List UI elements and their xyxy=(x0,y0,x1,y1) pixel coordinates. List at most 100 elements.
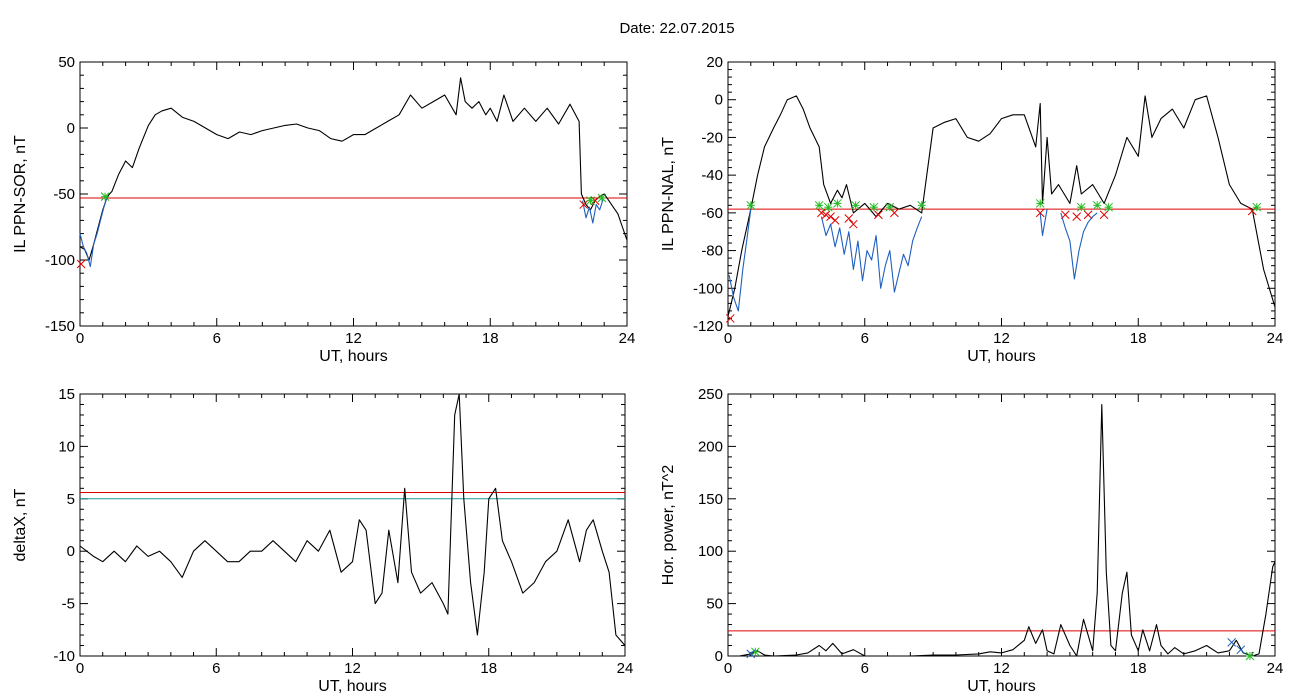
x-marker xyxy=(1227,638,1237,647)
plot-frame xyxy=(727,393,1276,657)
star-marker xyxy=(750,647,760,657)
x-marker xyxy=(874,210,883,220)
chart-power: 0 6 12 18 24 0 50 100 150 200 250 UT, hours Hor. pow… xyxy=(660,386,1283,695)
y-tick-label: -120 xyxy=(693,318,723,335)
chart-nal: 0 6 12 18 24 -120 -100 -80 -60 -40 -20 0 20 UT, hours… xyxy=(660,54,1283,365)
x-tick-label: 18 xyxy=(480,660,497,677)
x-marker xyxy=(890,208,899,218)
x-marker xyxy=(1099,210,1109,220)
x-marker xyxy=(1236,645,1246,655)
x-tick-label: 24 xyxy=(1267,330,1284,347)
star-marker xyxy=(586,196,595,205)
y-axis-label: Hor. power, nT^2 xyxy=(660,465,677,586)
star-marker xyxy=(1035,199,1045,208)
y-tick-label: -80 xyxy=(701,243,723,260)
star-marker xyxy=(746,200,756,210)
x-tick-label: 12 xyxy=(993,330,1010,347)
x-marker xyxy=(849,219,858,229)
x-axis-label: UT, hours xyxy=(967,678,1035,695)
y-axis-label: IL PPN-NAL, nT xyxy=(660,137,677,251)
star-marker xyxy=(917,200,927,210)
x-axis-label: UT, hours xyxy=(318,678,386,695)
y-tick-label: -100 xyxy=(45,252,75,269)
y-tick-label: 5 xyxy=(67,491,75,508)
x-tick-label: 12 xyxy=(344,660,361,677)
x-marker xyxy=(1072,212,1082,221)
x-tick-label: 24 xyxy=(1267,660,1284,677)
y-tick-label: -60 xyxy=(701,205,723,222)
x-marker xyxy=(1083,210,1093,220)
y-tick-label: 50 xyxy=(706,596,723,613)
star-marker xyxy=(885,202,895,212)
x-tick-label: 6 xyxy=(861,660,869,677)
star-marker xyxy=(1104,202,1113,212)
x-tick-label: 18 xyxy=(1130,330,1147,347)
x-tick-label: 18 xyxy=(1130,660,1147,677)
plot-frame xyxy=(79,61,628,327)
plot-frame xyxy=(79,393,626,657)
x-marker xyxy=(725,314,735,323)
y-tick-label: -5 xyxy=(62,596,75,613)
x-marker xyxy=(826,212,835,221)
y-tick-label: 150 xyxy=(698,491,723,508)
x-marker xyxy=(579,200,589,209)
y-tick-label: 100 xyxy=(698,543,723,560)
star-marker xyxy=(1076,202,1086,212)
y-tick-label: 200 xyxy=(698,438,723,455)
x-tick-label: 0 xyxy=(76,330,84,347)
star-marker xyxy=(1092,200,1102,210)
figure-title: Date: 22.07.2015 xyxy=(619,20,734,37)
series-line-segment xyxy=(728,209,752,312)
star-marker xyxy=(1252,202,1262,212)
x-tick-label: 18 xyxy=(482,330,499,347)
y-tick-label: -40 xyxy=(701,167,723,184)
x-tick-label: 0 xyxy=(76,660,84,677)
x-tick-label: 6 xyxy=(212,660,220,677)
y-tick-label: 20 xyxy=(706,54,723,71)
series-line-main xyxy=(79,393,626,646)
x-marker xyxy=(746,649,756,659)
chart-deltax: 0 6 12 18 24 -10 -5 0 5 10 15 UT, hours deltaX, nT xyxy=(12,386,633,695)
y-tick-label: -150 xyxy=(45,318,75,335)
x-marker xyxy=(1035,208,1045,218)
x-tick-label: 6 xyxy=(213,330,221,347)
x-axis-label: UT, hours xyxy=(319,348,387,365)
star-marker xyxy=(823,202,833,212)
x-tick-label: 24 xyxy=(619,330,636,347)
series-line-main xyxy=(727,95,1276,317)
x-marker xyxy=(821,210,831,220)
x-tick-label: 24 xyxy=(617,660,634,677)
star-marker xyxy=(814,200,824,210)
series-line-main xyxy=(728,403,1276,657)
x-tick-label: 12 xyxy=(993,660,1010,677)
y-tick-label: 0 xyxy=(67,543,75,560)
y-tick-label: 0 xyxy=(715,648,723,665)
y-tick-label: -100 xyxy=(693,280,723,297)
x-marker xyxy=(1060,210,1070,220)
series-line-segment xyxy=(1039,209,1048,237)
x-marker xyxy=(844,214,854,223)
y-tick-label: 0 xyxy=(67,120,75,137)
y-tick-label: -10 xyxy=(53,648,75,665)
star-marker xyxy=(1245,651,1255,661)
plot-frame xyxy=(727,61,1276,327)
y-tick-label: 15 xyxy=(58,386,75,403)
series-line-segment xyxy=(79,196,108,268)
star-marker xyxy=(869,202,879,212)
series-line-segment xyxy=(1060,212,1098,280)
star-marker xyxy=(833,199,842,208)
x-marker xyxy=(590,196,600,205)
x-tick-label: 0 xyxy=(724,660,732,677)
x-marker xyxy=(1247,206,1257,216)
y-tick-label: 0 xyxy=(715,92,723,109)
series-line-main xyxy=(79,77,628,261)
y-tick-label: 10 xyxy=(58,438,75,455)
y-tick-label: 250 xyxy=(698,386,723,403)
x-marker xyxy=(830,216,840,225)
x-tick-label: 0 xyxy=(724,330,732,347)
x-axis-label: UT, hours xyxy=(967,348,1035,365)
star-marker xyxy=(100,192,110,201)
star-marker xyxy=(851,200,860,210)
